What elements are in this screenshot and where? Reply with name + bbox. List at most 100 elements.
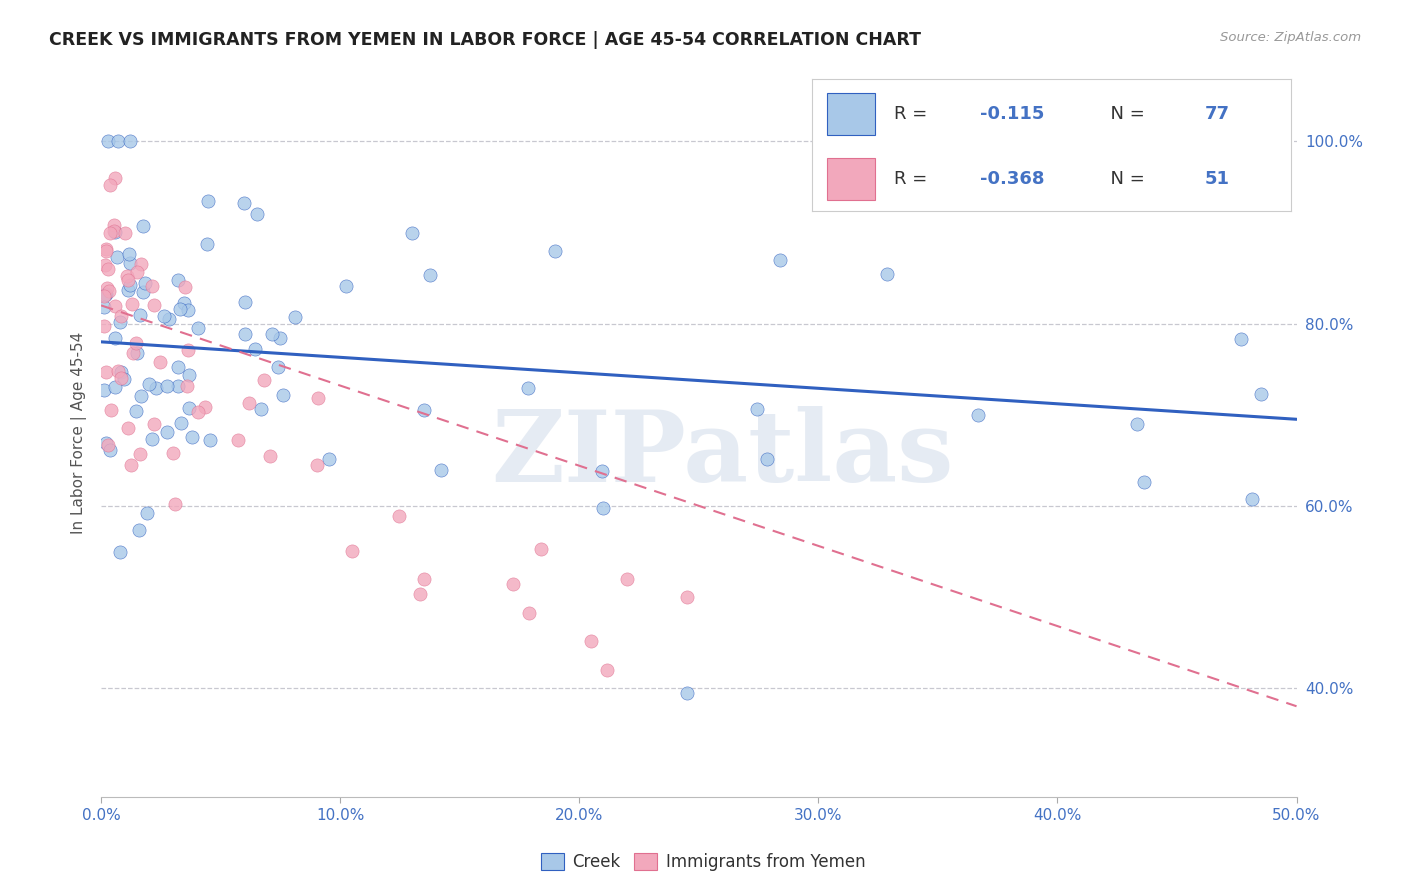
Point <box>592 501 614 516</box>
Point <box>307 391 329 405</box>
Point <box>269 331 291 345</box>
Point <box>579 634 602 648</box>
Point <box>117 273 139 287</box>
Point <box>259 449 281 463</box>
Point <box>96 280 118 294</box>
Point <box>108 544 131 558</box>
Point <box>93 319 115 334</box>
Point <box>755 452 778 467</box>
Point <box>110 365 132 379</box>
Point <box>94 366 117 380</box>
Point <box>197 194 219 208</box>
Point <box>105 250 128 264</box>
Point <box>103 218 125 232</box>
Point <box>517 381 540 395</box>
Point <box>409 587 432 601</box>
Point <box>131 285 153 300</box>
Point <box>544 244 567 258</box>
Point <box>401 226 423 240</box>
Point <box>226 433 249 447</box>
Point <box>1250 387 1272 401</box>
Point <box>97 262 120 277</box>
Point <box>129 257 152 271</box>
Point <box>120 458 142 472</box>
Text: Source: ZipAtlas.com: Source: ZipAtlas.com <box>1220 31 1361 45</box>
Point <box>419 268 441 283</box>
Point <box>104 225 127 239</box>
Point <box>94 435 117 450</box>
Point <box>94 258 117 272</box>
Point <box>110 315 132 329</box>
Point <box>117 421 139 435</box>
Point <box>235 327 257 342</box>
Point <box>176 303 198 318</box>
Point <box>1026 186 1049 200</box>
Point <box>194 400 217 414</box>
Point <box>125 336 148 351</box>
Point <box>104 331 127 345</box>
Point <box>530 541 553 556</box>
Point <box>100 402 122 417</box>
Point <box>98 178 121 192</box>
Point <box>250 402 273 417</box>
Point <box>260 327 283 342</box>
Point <box>616 572 638 586</box>
Point <box>596 663 619 677</box>
Point <box>318 452 340 467</box>
Point <box>174 280 197 294</box>
Point <box>131 219 153 233</box>
Point <box>198 433 221 447</box>
Point <box>243 342 266 356</box>
Point <box>335 279 357 293</box>
Point <box>141 278 163 293</box>
Point <box>100 226 122 240</box>
Point <box>149 354 172 368</box>
Point <box>162 446 184 460</box>
Point <box>173 296 195 310</box>
Point <box>104 379 127 393</box>
Point <box>1230 332 1253 346</box>
Point <box>104 170 127 185</box>
Point <box>94 243 117 257</box>
Point <box>233 295 256 310</box>
Point <box>187 321 209 335</box>
Point <box>125 265 148 279</box>
Point <box>195 236 218 251</box>
Point <box>112 372 135 386</box>
Point <box>769 252 792 267</box>
Point <box>1240 491 1263 506</box>
Point <box>273 388 295 402</box>
Point <box>167 379 190 393</box>
Point <box>128 523 150 537</box>
Point <box>387 509 409 524</box>
Point <box>107 364 129 378</box>
Point <box>167 273 190 287</box>
Point <box>876 267 898 281</box>
Point <box>1261 135 1284 149</box>
Point <box>676 590 699 604</box>
Point <box>129 447 152 461</box>
Point <box>430 463 453 477</box>
Point <box>97 438 120 452</box>
Point <box>180 430 202 444</box>
Text: CREEK VS IMMIGRANTS FROM YEMEN IN LABOR FORCE | AGE 45-54 CORRELATION CHART: CREEK VS IMMIGRANTS FROM YEMEN IN LABOR … <box>49 31 921 49</box>
Point <box>179 401 201 415</box>
Point <box>1126 417 1149 432</box>
Point <box>134 276 156 290</box>
Point <box>412 572 434 586</box>
Point <box>121 297 143 311</box>
Point <box>115 269 138 284</box>
Point <box>170 416 193 430</box>
Point <box>122 346 145 360</box>
Point <box>142 298 165 312</box>
Point <box>156 379 179 393</box>
Point <box>156 425 179 439</box>
Point <box>131 389 153 403</box>
Point <box>127 346 149 360</box>
Point <box>136 506 159 520</box>
Point <box>177 368 200 382</box>
Point <box>93 383 115 397</box>
Point <box>110 370 132 384</box>
Point <box>110 309 132 323</box>
Point <box>118 278 141 293</box>
